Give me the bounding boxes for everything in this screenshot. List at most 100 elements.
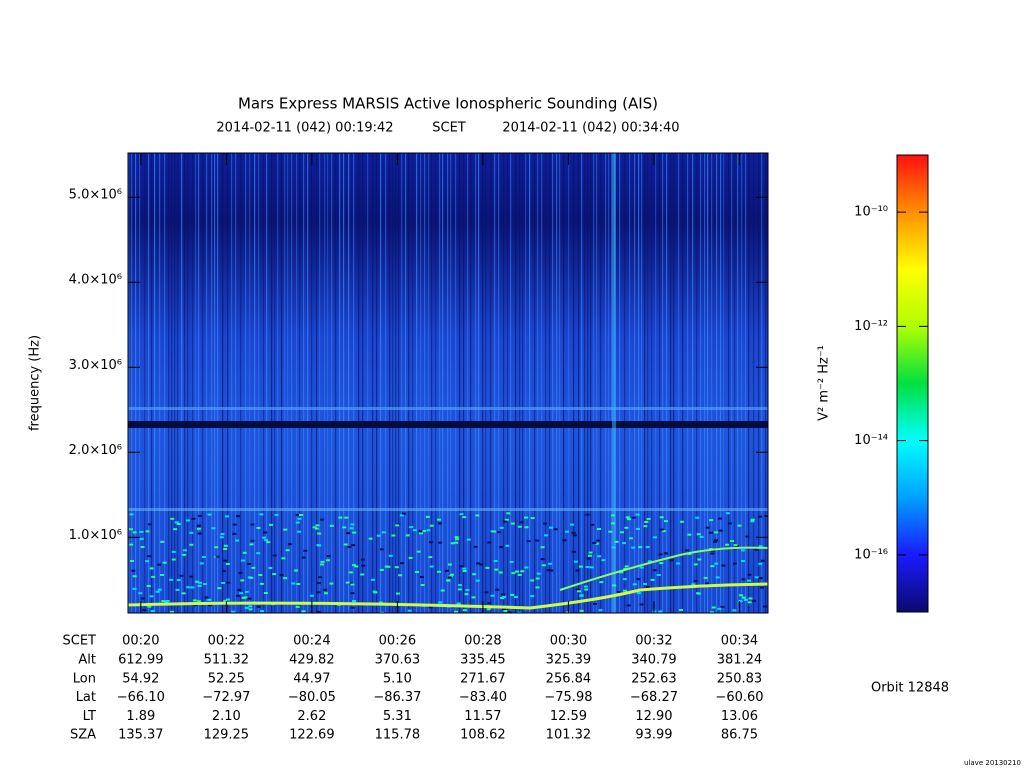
texture-speckle <box>627 518 632 521</box>
texture-stripe <box>634 153 636 613</box>
texture-stripe <box>439 153 441 613</box>
texture-stripe <box>353 153 355 613</box>
texture-speckle <box>317 544 322 547</box>
ephemeris-value: −60.60 <box>715 690 763 705</box>
x-tick-label: 00:28 <box>464 634 501 649</box>
texture-stripe <box>510 153 512 613</box>
texture-speckle <box>197 532 202 535</box>
texture-stripe <box>144 153 146 613</box>
texture-stripe <box>700 153 702 613</box>
texture-speckle <box>621 542 626 545</box>
texture-speckle <box>264 539 269 542</box>
texture-stripe <box>412 153 414 613</box>
texture-speckle <box>585 513 590 516</box>
texture-speckle <box>171 550 176 553</box>
texture-stripe <box>299 153 301 613</box>
ephemeris-value: 13.06 <box>721 709 758 724</box>
texture-speckle <box>426 529 431 532</box>
texture-stripe <box>202 153 204 613</box>
texture-stripe <box>327 153 329 613</box>
texture-speckle <box>631 516 636 519</box>
texture-stripe <box>475 153 477 613</box>
texture-speckle <box>320 560 325 563</box>
texture-speckle <box>608 530 613 533</box>
x-tick-label: 00:26 <box>379 634 416 649</box>
texture-stripe <box>720 153 722 613</box>
texture-speckle <box>223 544 228 547</box>
texture-speckle <box>268 523 273 526</box>
texture-trace <box>559 546 768 591</box>
texture-speckle <box>204 596 209 599</box>
texture-stripe <box>240 153 242 613</box>
texture-speckle <box>223 548 228 551</box>
texture-speckle <box>720 605 725 608</box>
texture-speckle <box>565 611 570 613</box>
ephemeris-label: Alt <box>78 653 96 668</box>
texture-speckle <box>219 536 224 539</box>
texture-stripe <box>231 153 233 613</box>
ephemeris-value: −72.97 <box>202 690 250 705</box>
ephemeris-label: Lon <box>73 671 96 686</box>
texture-speckle <box>524 566 529 569</box>
texture-speckle <box>351 564 356 567</box>
texture-stripe <box>696 153 698 613</box>
texture-stripe <box>670 153 672 613</box>
texture-speckle <box>183 549 188 552</box>
texture-stripe <box>568 153 570 613</box>
texture-speckle <box>635 513 640 516</box>
texture-speckle <box>758 515 763 518</box>
texture-speckle <box>638 546 643 549</box>
texture-speckle <box>142 609 147 612</box>
texture-speckle <box>438 601 443 604</box>
texture-speckle <box>747 579 752 582</box>
texture-speckle <box>652 536 657 539</box>
texture-speckle <box>192 599 197 602</box>
texture-speckle <box>196 524 201 527</box>
texture-speckle <box>299 513 304 516</box>
texture-speckle <box>504 518 509 521</box>
texture-speckle <box>709 611 714 613</box>
texture-speckle <box>479 563 484 566</box>
texture-speckle <box>549 569 554 572</box>
texture-stripe <box>463 153 465 613</box>
texture-speckle <box>370 578 375 581</box>
texture-speckle <box>612 584 617 587</box>
texture-speckle <box>150 610 155 613</box>
ephemeris-value: 256.84 <box>546 671 592 686</box>
texture-speckle <box>193 604 198 607</box>
texture-speckle <box>645 546 650 549</box>
texture-stripe <box>563 153 565 613</box>
texture-speckle <box>312 526 317 529</box>
texture-speckle <box>632 583 637 586</box>
texture-speckle <box>646 517 651 520</box>
texture-stripe <box>291 153 293 613</box>
texture-speckle <box>659 528 664 531</box>
texture-speckle <box>399 514 404 517</box>
texture-speckle <box>616 590 621 593</box>
texture-speckle <box>748 597 753 600</box>
colorbar-tick-label: 10⁻¹⁴ <box>854 433 888 448</box>
texture-speckle <box>260 610 265 613</box>
texture-speckle <box>459 513 464 516</box>
x-tick-label: 00:22 <box>208 634 245 649</box>
texture-speckle <box>507 611 512 613</box>
ephemeris-value: 101.32 <box>546 728 592 743</box>
texture-speckle <box>684 549 689 552</box>
texture-stripe <box>545 153 547 613</box>
texture-speckle <box>565 530 570 533</box>
texture-stripe <box>455 153 457 613</box>
texture-speckle <box>182 553 187 556</box>
texture-speckle <box>189 531 194 534</box>
texture-stripe <box>629 153 631 613</box>
texture-stripe <box>416 153 418 613</box>
texture-stripe <box>644 153 646 613</box>
texture-speckle <box>250 539 255 542</box>
texture-speckle <box>251 566 256 569</box>
ephemeris-value: 381.24 <box>717 653 763 668</box>
x-tick-label: 00:30 <box>550 634 587 649</box>
texture-stripe <box>605 153 607 613</box>
texture-speckle <box>247 562 252 565</box>
texture-stripe <box>748 153 750 613</box>
texture-speckle <box>147 555 152 558</box>
orbit-label: Orbit 12848 <box>871 681 949 696</box>
